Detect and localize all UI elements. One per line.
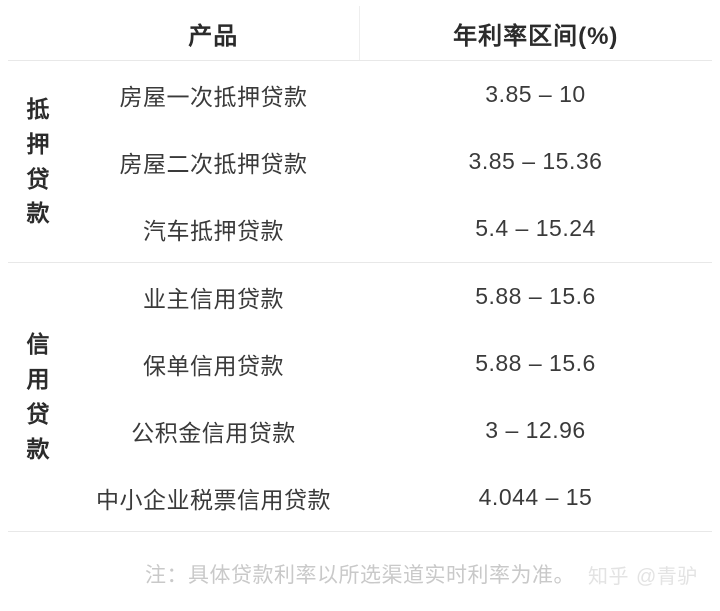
cell-rate: 4.044 – 15	[359, 464, 712, 532]
cell-rate: 5.88 – 15.6	[359, 262, 712, 330]
cell-product: 保单信用贷款	[68, 330, 359, 397]
loan-rate-table: 产品 年利率区间(%) 抵押贷款 房屋一次抵押贷款 3.85 – 10 房屋二次…	[8, 6, 712, 532]
footer-note: 注：具体贷款利率以所选渠道实时利率为准。	[0, 552, 720, 596]
watermark: 知乎 @青驴	[588, 560, 698, 589]
group-cell-mortgage: 抵押贷款	[8, 60, 68, 263]
cell-rate: 5.88 – 15.6	[359, 330, 712, 397]
cell-rate: 3.85 – 15.36	[359, 128, 712, 195]
cell-product: 公积金信用贷款	[68, 397, 359, 464]
table-row: 公积金信用贷款 3 – 12.96	[8, 397, 712, 464]
header-cell-rate: 年利率区间(%)	[359, 6, 712, 61]
table-row: 抵押贷款 房屋一次抵押贷款 3.85 – 10	[8, 60, 712, 263]
group-label-credit: 信用贷款	[26, 331, 50, 462]
table-header: 产品 年利率区间(%)	[8, 6, 712, 61]
header-cell-group	[8, 6, 68, 61]
table-row: 房屋二次抵押贷款 3.85 – 15.36	[8, 128, 712, 195]
group-label-mortgage: 抵押贷款	[26, 95, 50, 227]
watermark-brand: 知乎	[588, 566, 629, 588]
cell-product: 中小企业税票信用贷款	[68, 464, 359, 532]
watermark-username: @青驴	[636, 566, 698, 588]
table-row: 信用贷款 业主信用贷款 5.88 – 15.6	[8, 262, 712, 532]
cell-rate: 3 – 12.96	[359, 397, 712, 464]
cell-rate: 5.4 – 15.24	[359, 195, 712, 263]
footer-note-text: 注：具体贷款利率以所选渠道实时利率为准。	[145, 564, 575, 587]
table-body: 抵押贷款 房屋一次抵押贷款 3.85 – 10 房屋二次抵押贷款 3.85 – …	[8, 60, 712, 532]
cell-product: 业主信用贷款	[68, 262, 359, 330]
table-row: 保单信用贷款 5.88 – 15.6	[8, 330, 712, 397]
cell-product: 房屋一次抵押贷款	[68, 60, 359, 128]
cell-product: 房屋二次抵押贷款	[68, 128, 359, 195]
table-row: 汽车抵押贷款 5.4 – 15.24	[8, 195, 712, 263]
table-row: 中小企业税票信用贷款 4.044 – 15	[8, 464, 712, 532]
group-cell-credit: 信用贷款	[8, 262, 68, 532]
cell-product: 汽车抵押贷款	[68, 195, 359, 263]
header-row: 产品 年利率区间(%)	[8, 6, 712, 61]
cell-rate: 3.85 – 10	[359, 60, 712, 128]
header-cell-product: 产品	[68, 6, 360, 61]
